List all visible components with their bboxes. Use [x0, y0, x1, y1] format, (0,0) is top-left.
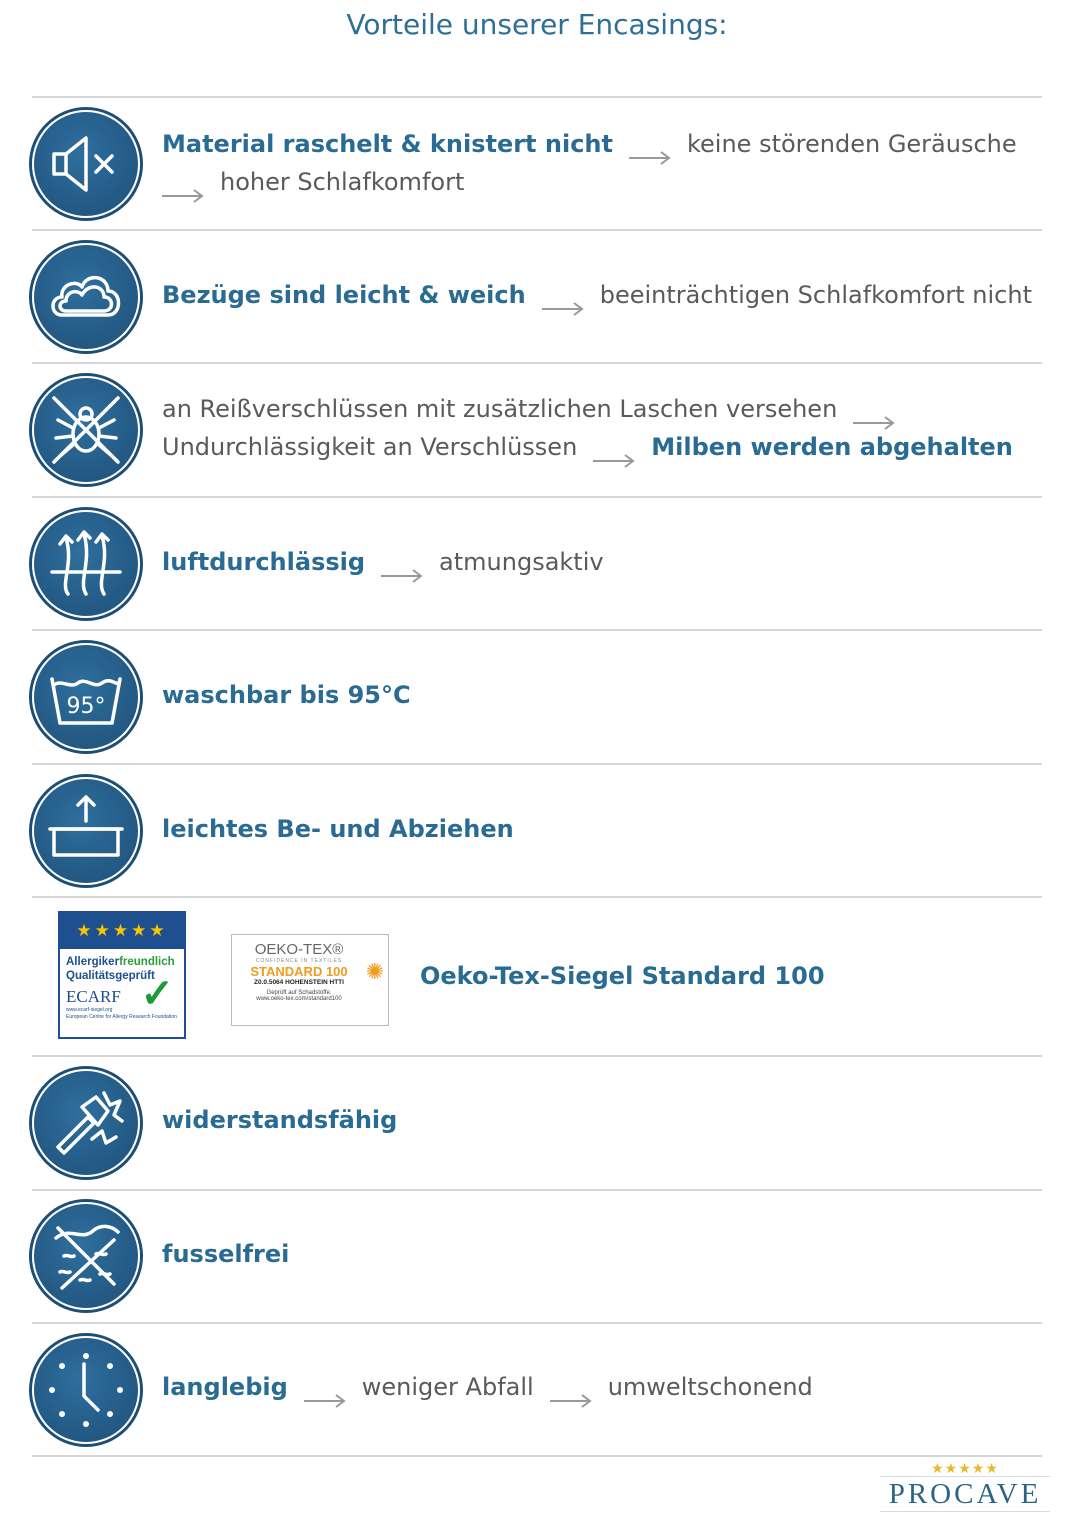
- oekotex-seal: OEKO-TEX® CONFIDENCE IN TEXTILES STANDAR…: [231, 934, 389, 1026]
- speaker-mute-icon: [32, 110, 140, 218]
- divider: [32, 496, 1042, 498]
- feature-text: Oeko-Tex-Siegel Standard 100: [420, 962, 825, 990]
- feature-text: widerstandsfähig: [162, 1106, 398, 1134]
- divider: [32, 1322, 1042, 1324]
- clock-icon: [32, 1336, 140, 1444]
- divider: [32, 96, 1042, 98]
- arrow-right-icon: [628, 138, 671, 165]
- divider: [32, 362, 1042, 364]
- airflow-icon: [32, 510, 140, 618]
- arrow-right-icon: [303, 1381, 346, 1408]
- arrow-right-icon: [381, 556, 423, 583]
- flower-icon: ✺: [365, 959, 384, 984]
- arrow-right-icon: [549, 1381, 592, 1408]
- arrow-right-icon: [541, 289, 584, 316]
- feature-text: Bezüge sind leicht & weich beeinträchtige…: [162, 276, 1032, 316]
- feature-text: leichtes Be- und Abziehen: [162, 815, 514, 843]
- feature-text: waschbar bis 95°C: [162, 681, 411, 709]
- feature-text: fusselfrei: [162, 1240, 290, 1268]
- svg-text:95°: 95°: [67, 694, 106, 719]
- arrow-right-icon: [593, 441, 635, 468]
- mite-crossed-icon: [32, 376, 140, 484]
- arrow-right-icon: [162, 176, 204, 203]
- checkmark-icon: ✓: [140, 972, 174, 1016]
- divider: [32, 229, 1042, 231]
- ecarf-seal: ★★★★★ Allergikerfreundlich Qualitätsgeprü…: [58, 911, 186, 1039]
- divider: [32, 1189, 1042, 1191]
- feature-text: langlebig weniger Abfall umweltschonend: [162, 1368, 813, 1408]
- divider: [32, 763, 1042, 765]
- feature-text: an Reißverschlüssen mit zusätzlichen Las…: [162, 390, 1013, 468]
- box-arrow-up-icon: [32, 777, 140, 885]
- hammer-icon: [32, 1069, 140, 1177]
- wash-95-icon: 95°: [32, 643, 140, 751]
- stars-icon: ★★★★★: [880, 1462, 1050, 1477]
- page-title: Vorteile unserer Encasings:: [346, 8, 728, 41]
- divider: [32, 1455, 1042, 1457]
- lint-crossed-icon: [32, 1202, 140, 1310]
- procave-logo: ★★★★★ PROCAVE: [880, 1462, 1050, 1512]
- arrow-right-icon: [853, 403, 895, 430]
- divider: [32, 1055, 1042, 1057]
- divider: [32, 896, 1042, 898]
- divider: [32, 629, 1042, 631]
- feature-text: luftdurchlässig atmungsaktiv: [162, 543, 604, 583]
- feature-text: Material raschelt & knistert nicht keine …: [162, 125, 1017, 203]
- cloud-icon: [32, 243, 140, 351]
